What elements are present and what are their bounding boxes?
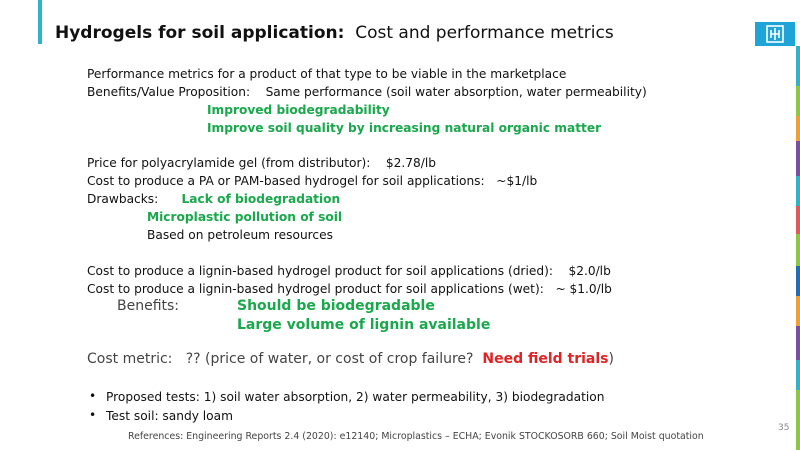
benefits-label: Benefits/Value Proposition: (87, 85, 251, 99)
drawbacks-label: Drawbacks: (87, 192, 159, 206)
sandia-logo (755, 22, 795, 46)
slide-title: Hydrogels for soil application: Cost and… (55, 23, 614, 43)
lignin-dried-label: Cost to produce a lignin-based hydrogel … (87, 264, 553, 278)
title-accent-bar (38, 0, 42, 44)
bullet-marker-1: • (89, 389, 97, 403)
benefit-item-1: Improved biodegradability (207, 103, 390, 117)
bullet-item-1: Proposed tests: 1) soil water absorption… (106, 390, 605, 404)
price-value: $2.78/lb (385, 156, 436, 170)
intro-text: Performance metrics for a product of tha… (87, 67, 567, 81)
price-label: Price for polyacrylamide gel (from distr… (87, 156, 371, 170)
drawback-item-2: Microplastic pollution of soil (147, 210, 343, 224)
cost-metric-emphasis: Need field trials (482, 351, 609, 367)
drawback-item-1: Lack of biodegradation (181, 192, 341, 206)
bullet-item-2: Test soil: sandy loam (106, 409, 233, 423)
drawbacks-line: Drawbacks: Lack of biodegradation (87, 191, 340, 207)
lignin-benefit-1: Should be biodegradable (237, 298, 435, 314)
lignin-dried-line: Cost to produce a lignin-based hydrogel … (87, 263, 611, 279)
lignin-wet-label: Cost to produce a lignin-based hydrogel … (87, 282, 544, 296)
decorative-color-stripe (796, 46, 800, 450)
lignin-dried-value: $2.0/lb (568, 264, 611, 278)
cost-metric-line: Cost metric: ?? (price of water, or cost… (87, 351, 614, 367)
slide-title-rest: Cost and performance metrics (355, 23, 614, 43)
cost-metric-text: ?? (price of water, or cost of crop fail… (185, 351, 474, 367)
cost-pam-label: Cost to produce a PA or PAM-based hydrog… (87, 174, 485, 188)
bullet-marker-2: • (89, 408, 97, 422)
page-number: 35 (778, 423, 790, 433)
cost-pam-line: Cost to produce a PA or PAM-based hydrog… (87, 173, 537, 189)
lignin-benefits-label: Benefits: (117, 298, 180, 314)
price-line: Price for polyacrylamide gel (from distr… (87, 155, 436, 171)
slide-title-bold: Hydrogels for soil application: (55, 23, 345, 43)
lignin-wet-line: Cost to produce a lignin-based hydrogel … (87, 281, 612, 297)
lignin-benefit-2: Large volume of lignin available (237, 317, 491, 333)
benefits-value: Same performance (soil water absorption,… (265, 85, 647, 99)
cost-metric-close: ) (608, 351, 614, 367)
benefit-item-2: Improve soil quality by increasing natur… (207, 121, 602, 135)
cost-metric-label: Cost metric: (87, 351, 173, 367)
drawback-item-3: Based on petroleum resources (147, 228, 333, 242)
cost-pam-value: ~$1/lb (496, 174, 538, 188)
lignin-wet-value: ~ $1.0/lb (555, 282, 612, 296)
references-footer: References: Engineering Reports 2.4 (202… (128, 431, 704, 442)
sandia-thunderbird-icon (766, 25, 784, 43)
benefits-line: Benefits/Value Proposition: Same perform… (87, 84, 647, 100)
